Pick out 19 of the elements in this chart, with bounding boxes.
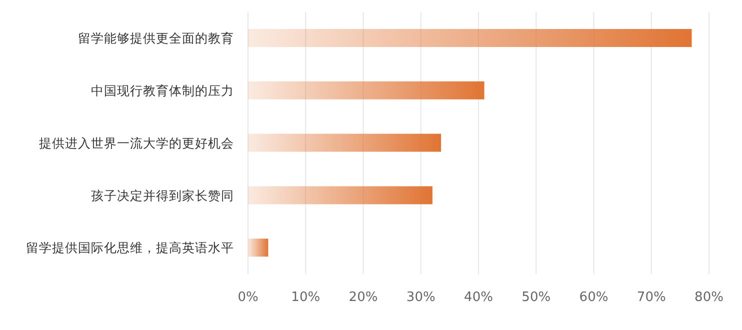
y-tick-label: 提供进入世界一流大学的更好机会 bbox=[39, 135, 234, 150]
bar bbox=[248, 238, 268, 257]
x-tick-label: 10% bbox=[291, 290, 320, 306]
x-tick-label: 0% bbox=[238, 290, 258, 306]
bar bbox=[248, 29, 692, 47]
y-tick-label: 留学能够提供更全面的教育 bbox=[78, 30, 234, 46]
x-tick-label: 70% bbox=[636, 290, 666, 306]
y-tick-label: 孩子决定并得到家长赞同 bbox=[91, 188, 234, 203]
x-tick-label: 50% bbox=[522, 290, 551, 306]
x-tick-label: 60% bbox=[579, 290, 608, 306]
x-tick-label: 30% bbox=[406, 290, 436, 306]
bar bbox=[248, 186, 432, 204]
x-tick-label: 80% bbox=[694, 290, 724, 306]
x-tick-label: 40% bbox=[464, 290, 493, 306]
y-tick-label: 中国现行教育体制的压力 bbox=[91, 83, 234, 98]
bar bbox=[248, 81, 484, 100]
x-tick-label: 20% bbox=[348, 290, 378, 306]
y-tick-label: 留学提供国际化思维，提高英语水平 bbox=[26, 240, 234, 256]
bar bbox=[248, 134, 442, 152]
